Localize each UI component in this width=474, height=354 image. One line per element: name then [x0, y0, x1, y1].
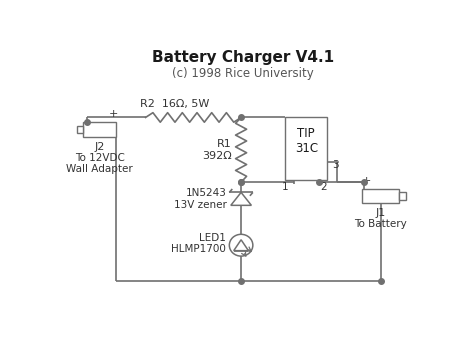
Bar — [76, 126, 83, 133]
Bar — [83, 122, 116, 137]
Text: +: + — [109, 109, 118, 120]
Text: R2  16Ω, 5W: R2 16Ω, 5W — [140, 99, 210, 109]
Text: LED1
HLMP1700: LED1 HLMP1700 — [171, 233, 226, 254]
Bar — [285, 118, 328, 181]
Text: 1: 1 — [282, 182, 288, 192]
Text: TIP
31C: TIP 31C — [295, 127, 318, 155]
Bar — [362, 189, 399, 203]
Text: J1: J1 — [375, 208, 386, 218]
Text: 3: 3 — [332, 160, 338, 170]
Text: 1N5243
13V zener: 1N5243 13V zener — [174, 188, 227, 210]
Text: To Battery: To Battery — [354, 219, 407, 229]
Text: To 12VDC
Wall Adapter: To 12VDC Wall Adapter — [66, 153, 133, 175]
Text: J2: J2 — [94, 142, 105, 152]
Text: Battery Charger V4.1: Battery Charger V4.1 — [152, 50, 334, 65]
Text: (c) 1998 Rice University: (c) 1998 Rice University — [172, 67, 314, 80]
Text: 2: 2 — [320, 182, 327, 192]
Text: +: + — [362, 176, 372, 186]
Text: R1
392Ω: R1 392Ω — [202, 139, 232, 161]
Bar — [399, 192, 406, 200]
